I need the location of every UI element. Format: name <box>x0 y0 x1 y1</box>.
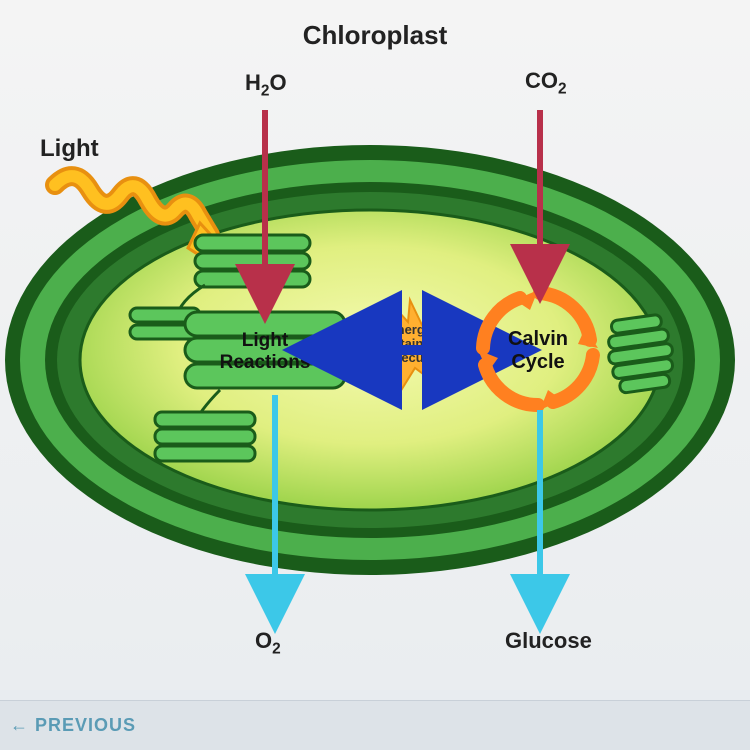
previous-label: PREVIOUS <box>35 715 136 736</box>
nav-bar: ← PREVIOUS <box>0 700 750 750</box>
label-light-reactions-2: Reactions <box>220 352 311 373</box>
diagram-area: Chloroplast Light H2O CO2 O2 Glucose <box>0 0 750 690</box>
label-energy-1: Energy <box>388 322 433 337</box>
label-light-reactions-1: Light <box>242 330 289 351</box>
chloroplast-svg: Light Reactions Energy conta <box>0 50 750 690</box>
label-calvin-1: Calvin <box>508 328 568 350</box>
thylakoid-upper <box>195 235 310 287</box>
arrow-left-icon: ← <box>10 715 29 736</box>
label-calvin-2: Cycle <box>511 351 564 373</box>
stroma <box>80 210 660 510</box>
previous-button[interactable]: ← PREVIOUS <box>10 715 136 736</box>
thylakoid-lower <box>155 412 255 461</box>
diagram-title: Chloroplast <box>303 20 447 51</box>
